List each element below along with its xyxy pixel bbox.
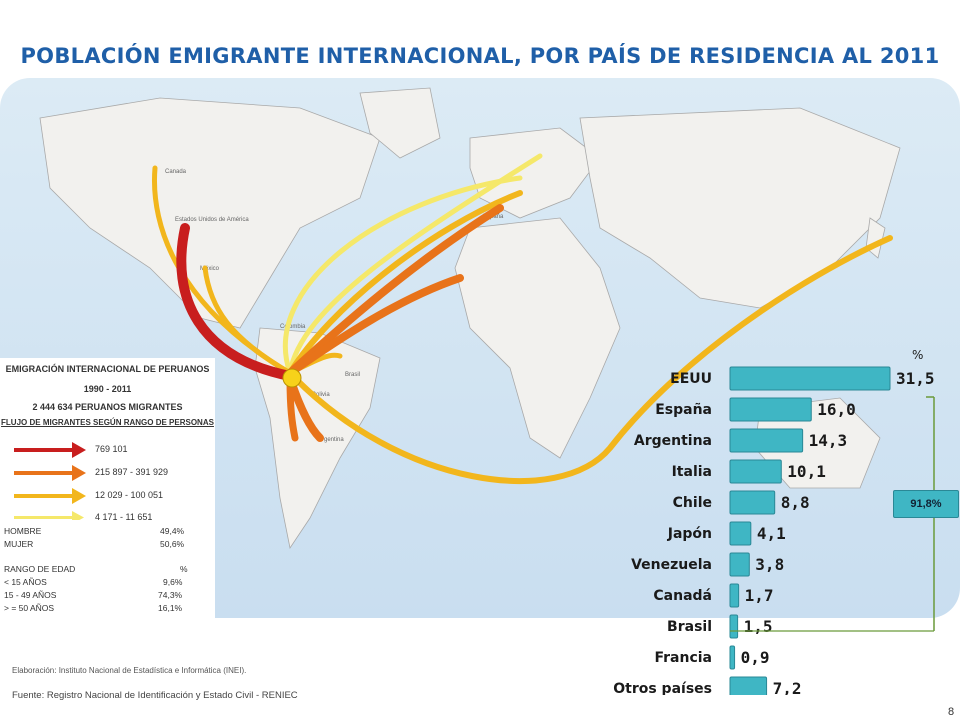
legend-period: 1990 - 2011 [83, 384, 132, 394]
map-label: Brasil [345, 372, 360, 378]
bar [729, 583, 740, 608]
map-label: Argentina [318, 437, 344, 443]
age-value: 16,1% [158, 603, 183, 613]
category-label: España [655, 402, 712, 418]
legend-range-4: 4 171 - 11 651 [95, 512, 153, 522]
value-label: 1,7 [745, 586, 774, 605]
value-label: 14,3 [809, 431, 848, 450]
legend-range-3: 12 029 - 100 051 [95, 490, 164, 500]
bar [729, 645, 736, 670]
category-label: EEUU [670, 371, 712, 387]
peru-origin [282, 368, 302, 388]
category-label: Argentina [634, 433, 712, 449]
flow-arrow [286, 274, 464, 377]
sex-value: 49,4% [160, 526, 185, 536]
bracket-label: 91,8% [893, 490, 959, 518]
flow-arrow [202, 265, 293, 376]
bar [729, 397, 812, 422]
map-label: Estados Unidos de América [175, 217, 249, 223]
legend-range-1: 769 101 [95, 444, 128, 454]
age-value: 9,6% [163, 577, 183, 587]
sex-label: MUJER [4, 539, 34, 549]
category-label: Japón [667, 526, 712, 542]
sex-value: 50,6% [160, 539, 185, 549]
map-label: Bolivia [312, 392, 330, 398]
world-map: Canada Estados Unidos de América México … [0, 78, 960, 618]
age-label: > = 50 AÑOS [4, 603, 55, 613]
legend-arrow-4 [14, 511, 84, 520]
bar [729, 676, 768, 695]
category-label: Canadá [653, 588, 712, 604]
legend-range-2: 215 897 - 391 929 [95, 467, 169, 477]
flow-arrow [176, 223, 295, 381]
legend-panel: EMIGRACIÓN INTERNACIONAL DE PERUANOS 199… [0, 358, 215, 618]
legend-arrow-3 [14, 488, 86, 504]
value-label: 10,1 [787, 462, 826, 481]
flow-arrow [282, 175, 523, 376]
value-label: 7,2 [773, 679, 802, 695]
legend-heading: EMIGRACIÓN INTERNACIONAL DE PERUANOS [5, 364, 210, 374]
map-label: España [483, 214, 504, 220]
page-number: 8 [948, 706, 955, 718]
category-label: Chile [673, 495, 712, 511]
bar [729, 552, 750, 577]
bar [729, 614, 739, 639]
credit-text: Elaboración: Instituto Nacional de Estad… [12, 666, 247, 675]
flow-arrow [287, 235, 893, 484]
legend-total: 2 444 634 PERUANOS MIGRANTES [32, 402, 183, 412]
sex-label: HOMBRE [4, 526, 42, 536]
age-label: < 15 AÑOS [4, 577, 47, 587]
source-text: Fuente: Registro Nacional de Identificac… [12, 690, 298, 701]
category-label: Francia [654, 650, 712, 666]
bar [729, 490, 776, 515]
flow-arrow [287, 153, 543, 376]
value-label: 0,9 [741, 648, 770, 667]
map-label: Canada [165, 169, 187, 175]
category-label: Otros países [613, 681, 712, 695]
value-label: 8,8 [781, 493, 810, 512]
flow-arrow [287, 190, 523, 376]
age-header-value: % [180, 564, 188, 574]
value-label: 4,1 [757, 524, 786, 543]
page-title: POBLACIÓN EMIGRANTE INTERNACIONAL, POR P… [20, 44, 940, 68]
category-label: Venezuela [631, 557, 712, 573]
legend-subheading: FLUJO DE MIGRANTES SEGÚN RANGO DE PERSON… [1, 418, 214, 427]
value-label: 1,5 [744, 617, 773, 636]
bar [729, 521, 752, 546]
bar [729, 428, 804, 453]
value-label: 3,8 [755, 555, 784, 574]
map-label: México [200, 266, 220, 272]
bar [729, 459, 782, 484]
flow-arrow [286, 204, 504, 377]
legend-arrow-2 [14, 465, 86, 481]
category-label: Brasil [667, 619, 712, 635]
age-value: 74,3% [158, 590, 183, 600]
age-label: 15 - 49 AÑOS [4, 590, 57, 600]
bar [729, 366, 891, 391]
bar-chart: % EEUU 31,5 España 16,0 Argentina 14,3 Italia 1… [613, 348, 935, 695]
value-label: 31,5 [896, 369, 935, 388]
unit-label: % [912, 348, 923, 362]
legend-arrow-1 [14, 442, 86, 458]
map-label: Colombia [280, 324, 306, 330]
legend-arrows [14, 442, 86, 520]
age-header-label: RANGO DE EDAD [4, 564, 76, 574]
value-label: 16,0 [817, 400, 856, 419]
category-label: Italia [672, 464, 712, 480]
